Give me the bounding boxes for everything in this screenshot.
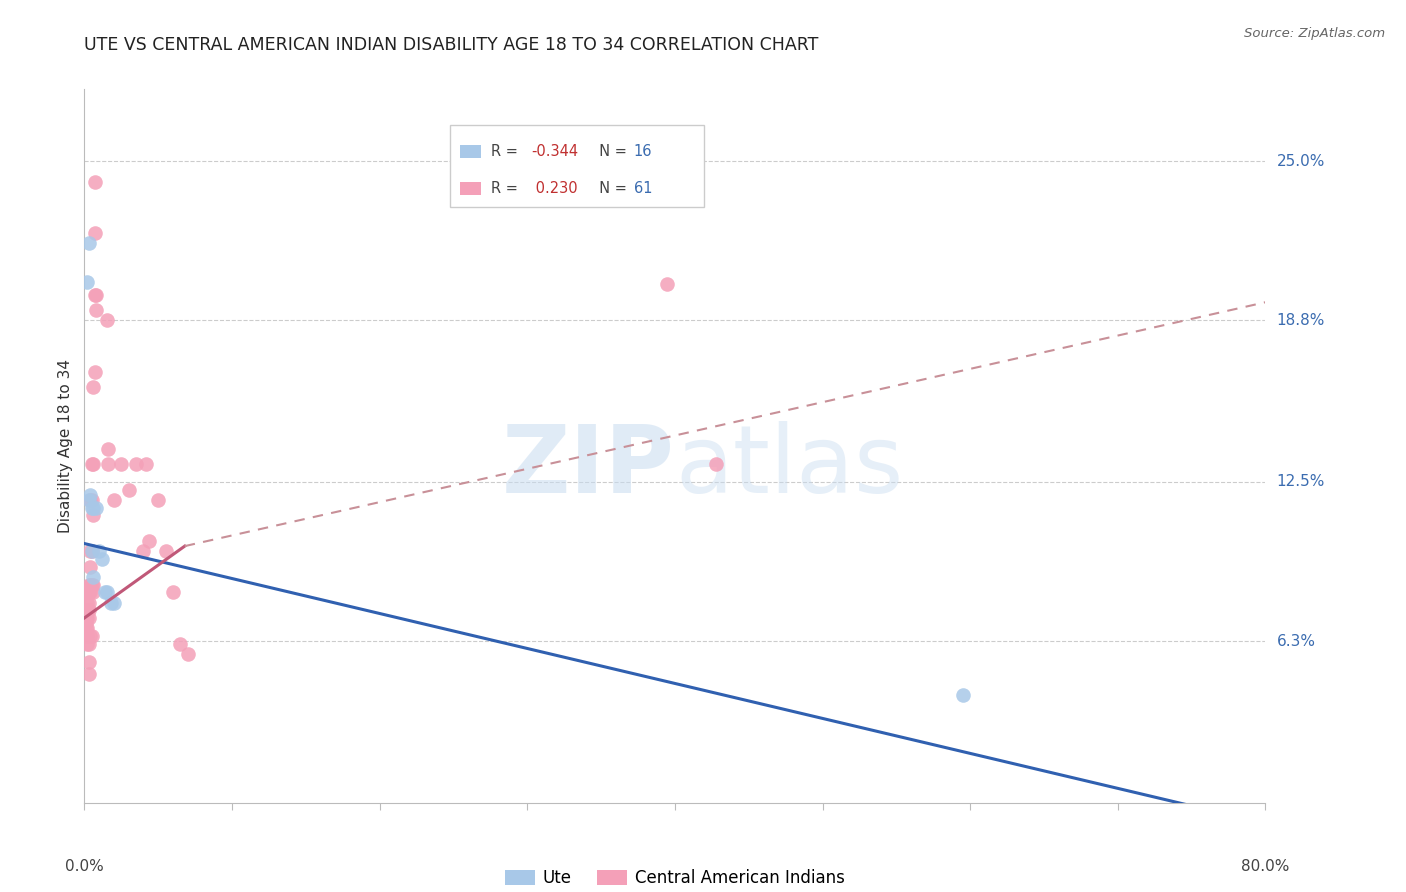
Point [103, 492, 125, 507]
Point [96, 585, 118, 599]
Point [952, 688, 974, 702]
Text: 6.3%: 6.3% [1277, 633, 1316, 648]
Point [94, 585, 117, 599]
Point [155, 544, 177, 558]
Point [77, 236, 100, 251]
Point [79, 577, 101, 591]
Point [77, 585, 100, 599]
Text: -0.344: -0.344 [531, 144, 578, 159]
Text: 61: 61 [634, 181, 652, 196]
Text: R =: R = [491, 144, 522, 159]
Point [84, 287, 107, 301]
Point [110, 457, 132, 471]
Text: R =: R = [491, 181, 522, 196]
Point [80, 457, 103, 471]
Text: N =: N = [591, 181, 631, 196]
Text: 25.0%: 25.0% [1277, 153, 1324, 169]
Point [96, 313, 118, 327]
Point [82, 500, 104, 515]
Point [80, 577, 103, 591]
Point [77, 637, 100, 651]
Point [76, 621, 98, 635]
Point [75, 603, 97, 617]
Point [77, 655, 100, 669]
Point [82, 577, 104, 591]
Point [77, 667, 100, 681]
Point [75, 629, 97, 643]
Point [80, 544, 103, 558]
Text: 0.230: 0.230 [531, 181, 578, 196]
Point [125, 457, 148, 471]
Point [83, 175, 105, 189]
Point [132, 544, 155, 558]
Point [82, 570, 104, 584]
Text: Source: ZipAtlas.com: Source: ZipAtlas.com [1244, 27, 1385, 40]
Point [77, 492, 100, 507]
Point [75, 611, 97, 625]
Point [177, 647, 200, 661]
Point [100, 596, 122, 610]
Point [76, 629, 98, 643]
Text: 80.0%: 80.0% [1241, 859, 1289, 874]
Point [83, 226, 105, 240]
Point [77, 603, 100, 617]
Point [76, 585, 98, 599]
Y-axis label: Disability Age 18 to 34: Disability Age 18 to 34 [58, 359, 73, 533]
Bar [460, 183, 481, 195]
Point [83, 365, 105, 379]
Text: 12.5%: 12.5% [1277, 475, 1324, 490]
Point [84, 500, 107, 515]
Text: 16: 16 [634, 144, 652, 159]
Point [84, 302, 107, 317]
Point [657, 277, 679, 292]
Text: 18.8%: 18.8% [1277, 313, 1324, 327]
Text: N =: N = [591, 144, 631, 159]
Point [79, 492, 101, 507]
Point [75, 621, 97, 635]
Point [77, 596, 100, 610]
Point [162, 585, 184, 599]
Point [76, 275, 98, 289]
Point [77, 611, 100, 625]
FancyBboxPatch shape [450, 125, 704, 207]
Point [80, 492, 103, 507]
Point [76, 637, 98, 651]
Point [118, 483, 141, 497]
Point [82, 585, 104, 599]
Point [76, 596, 98, 610]
Text: ZIP: ZIP [502, 421, 675, 514]
Point [97, 457, 120, 471]
Point [80, 500, 103, 515]
Point [79, 559, 101, 574]
Point [138, 533, 160, 548]
Point [79, 488, 101, 502]
Point [704, 457, 727, 471]
Point [80, 544, 103, 558]
Point [169, 637, 191, 651]
Point [87, 544, 111, 558]
Point [91, 552, 114, 566]
Point [79, 544, 101, 558]
Point [79, 585, 101, 599]
Point [82, 380, 104, 394]
Point [75, 585, 97, 599]
Point [97, 442, 120, 456]
Point [82, 457, 104, 471]
Point [135, 457, 157, 471]
Text: 0.0%: 0.0% [65, 859, 104, 874]
Text: UTE VS CENTRAL AMERICAN INDIAN DISABILITY AGE 18 TO 34 CORRELATION CHART: UTE VS CENTRAL AMERICAN INDIAN DISABILIT… [84, 36, 818, 54]
Point [83, 287, 105, 301]
Point [76, 611, 98, 625]
Bar [460, 145, 481, 158]
Text: atlas: atlas [675, 421, 903, 514]
Point [80, 629, 103, 643]
Point [103, 596, 125, 610]
Point [82, 508, 104, 523]
Point [75, 616, 97, 631]
Point [76, 603, 98, 617]
Legend: Ute, Central American Indians: Ute, Central American Indians [505, 869, 845, 888]
Point [79, 629, 101, 643]
Point [77, 577, 100, 591]
Point [148, 492, 170, 507]
